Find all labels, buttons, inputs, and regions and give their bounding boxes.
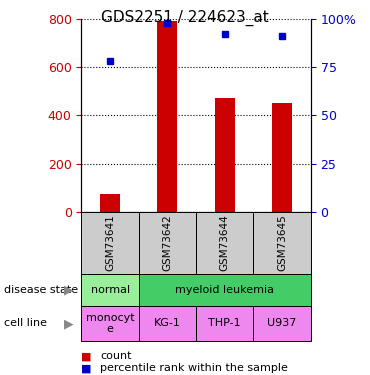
Text: ■: ■ <box>81 363 92 373</box>
Text: GSM73641: GSM73641 <box>105 214 115 271</box>
Bar <box>272 103 292 212</box>
Text: GSM73645: GSM73645 <box>277 214 287 271</box>
Text: normal: normal <box>91 285 130 295</box>
Bar <box>139 212 196 274</box>
Text: THP-1: THP-1 <box>208 318 241 328</box>
Bar <box>139 274 311 306</box>
Bar <box>100 194 120 212</box>
Text: myeloid leukemia: myeloid leukemia <box>175 285 274 295</box>
Bar <box>253 306 311 341</box>
Text: KG-1: KG-1 <box>154 318 181 328</box>
Text: GSM73642: GSM73642 <box>162 214 172 271</box>
Text: ▶: ▶ <box>64 283 74 296</box>
Bar <box>81 306 139 341</box>
Text: monocyt
e: monocyt e <box>86 313 134 334</box>
Text: GSM73644: GSM73644 <box>220 214 230 271</box>
Text: cell line: cell line <box>4 318 47 328</box>
Text: U937: U937 <box>268 318 297 328</box>
Text: disease state: disease state <box>4 285 78 295</box>
Text: percentile rank within the sample: percentile rank within the sample <box>100 363 288 373</box>
Text: ▶: ▶ <box>64 317 74 330</box>
Bar <box>81 212 139 274</box>
Bar <box>196 212 253 274</box>
Bar <box>139 306 196 341</box>
Bar <box>253 212 311 274</box>
Bar <box>81 274 139 306</box>
Bar <box>157 21 178 212</box>
Text: ■: ■ <box>81 351 92 361</box>
Bar <box>196 306 253 341</box>
Bar <box>215 98 235 212</box>
Text: count: count <box>100 351 131 361</box>
Text: GDS2251 / 224623_at: GDS2251 / 224623_at <box>101 9 269 26</box>
